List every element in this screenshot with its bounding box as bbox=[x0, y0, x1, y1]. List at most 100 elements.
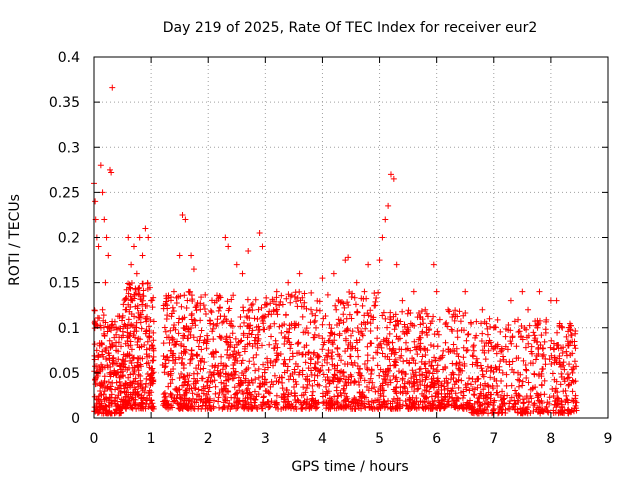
data-point bbox=[321, 339, 328, 346]
data-point bbox=[232, 391, 239, 398]
data-point bbox=[338, 392, 345, 399]
data-point bbox=[226, 343, 233, 350]
data-point bbox=[515, 383, 522, 390]
data-point bbox=[127, 371, 134, 378]
data-point bbox=[113, 403, 120, 410]
data-point bbox=[361, 360, 368, 367]
data-point bbox=[226, 334, 233, 341]
data-point bbox=[128, 346, 135, 353]
data-point bbox=[291, 366, 298, 373]
data-point bbox=[276, 302, 283, 309]
data-point bbox=[215, 307, 222, 314]
data-point bbox=[276, 323, 283, 330]
data-point bbox=[200, 390, 207, 397]
data-point bbox=[142, 383, 149, 390]
data-point bbox=[286, 356, 293, 363]
data-point bbox=[226, 320, 233, 327]
data-point bbox=[268, 333, 275, 340]
data-point bbox=[150, 318, 157, 325]
data-point bbox=[217, 313, 224, 320]
data-point bbox=[470, 343, 477, 350]
data-point bbox=[333, 387, 340, 394]
data-point bbox=[211, 397, 218, 404]
data-point bbox=[242, 403, 249, 410]
data-point bbox=[163, 404, 170, 411]
data-point bbox=[339, 369, 346, 376]
data-point bbox=[260, 361, 267, 368]
data-point bbox=[292, 397, 299, 404]
data-point bbox=[178, 405, 185, 412]
data-point bbox=[223, 363, 230, 370]
data-point bbox=[99, 306, 106, 313]
data-point bbox=[542, 326, 549, 333]
data-point bbox=[456, 366, 463, 373]
data-point bbox=[345, 254, 352, 261]
data-point bbox=[376, 372, 383, 379]
data-point bbox=[494, 316, 501, 323]
data-point bbox=[240, 330, 247, 337]
data-point bbox=[256, 229, 263, 236]
data-point bbox=[186, 397, 193, 404]
data-point bbox=[316, 298, 323, 305]
data-point bbox=[140, 394, 147, 401]
data-point bbox=[352, 378, 359, 385]
data-point bbox=[94, 409, 101, 416]
data-point bbox=[301, 344, 308, 351]
data-point bbox=[538, 382, 545, 389]
data-point bbox=[164, 305, 171, 312]
data-point bbox=[387, 319, 394, 326]
data-point bbox=[176, 391, 183, 398]
data-point bbox=[178, 371, 185, 378]
x-tick-label: 3 bbox=[261, 431, 270, 447]
data-point bbox=[368, 313, 375, 320]
data-point bbox=[470, 391, 477, 398]
data-point bbox=[262, 376, 269, 383]
data-point bbox=[267, 300, 274, 307]
data-point bbox=[185, 326, 192, 333]
data-point bbox=[393, 261, 400, 268]
data-point bbox=[312, 312, 319, 319]
data-point bbox=[253, 351, 260, 358]
data-point bbox=[343, 315, 350, 322]
data-point bbox=[430, 261, 437, 268]
data-point bbox=[192, 378, 199, 385]
data-point bbox=[314, 352, 321, 359]
data-point bbox=[296, 349, 303, 356]
data-point bbox=[94, 314, 101, 321]
data-point bbox=[135, 363, 142, 370]
data-point bbox=[101, 216, 108, 223]
data-point bbox=[340, 319, 347, 326]
data-point bbox=[252, 334, 259, 341]
data-point bbox=[233, 261, 240, 268]
data-point bbox=[454, 328, 461, 335]
data-point bbox=[399, 297, 406, 304]
data-point bbox=[172, 386, 179, 393]
data-point bbox=[285, 404, 292, 411]
data-point bbox=[199, 402, 206, 409]
data-point bbox=[217, 334, 224, 341]
data-point bbox=[139, 355, 146, 362]
data-point bbox=[303, 325, 310, 332]
data-point bbox=[349, 328, 356, 335]
data-point bbox=[329, 355, 336, 362]
data-point bbox=[507, 297, 514, 304]
data-point bbox=[434, 328, 441, 335]
data-point bbox=[338, 404, 345, 411]
data-point bbox=[147, 372, 154, 379]
data-point bbox=[299, 405, 306, 412]
data-point bbox=[136, 284, 143, 291]
data-point bbox=[292, 360, 299, 367]
data-point bbox=[566, 361, 573, 368]
data-point bbox=[142, 328, 149, 335]
data-point bbox=[103, 345, 110, 352]
data-point bbox=[339, 299, 346, 306]
data-point bbox=[449, 327, 456, 334]
y-tick-label: 0.05 bbox=[49, 366, 80, 382]
data-point bbox=[319, 346, 326, 353]
data-point bbox=[497, 328, 504, 335]
data-point bbox=[176, 252, 183, 259]
data-point bbox=[311, 377, 318, 384]
data-point bbox=[278, 329, 285, 336]
data-point bbox=[143, 327, 150, 334]
data-point bbox=[190, 266, 197, 273]
